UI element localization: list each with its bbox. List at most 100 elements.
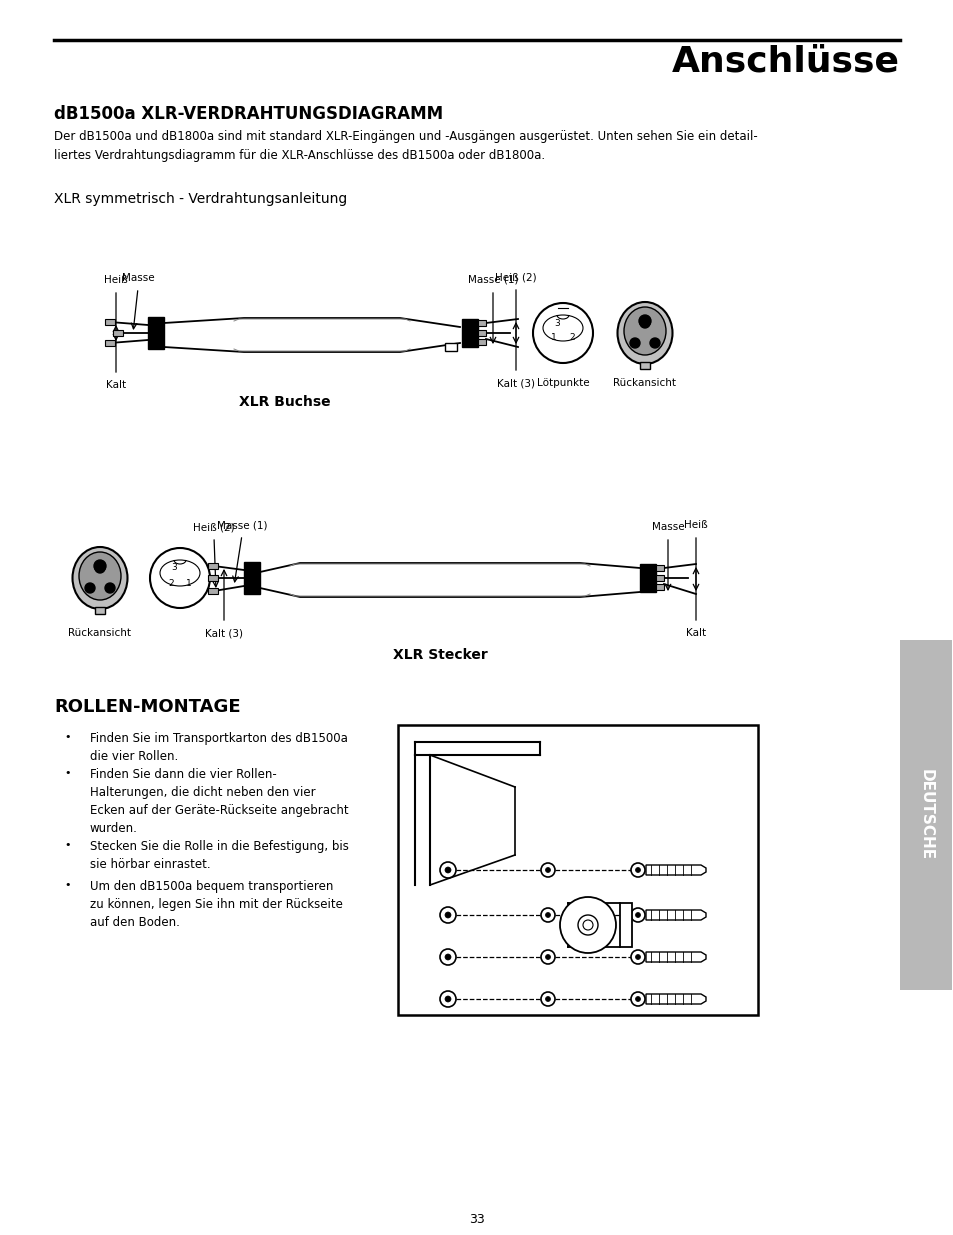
Text: Stecken Sie die Rolle in die Befestigung, bis
sie hörbar einrastet.: Stecken Sie die Rolle in die Befestigung…: [90, 840, 349, 871]
Polygon shape: [645, 994, 705, 1004]
Bar: [208, 576, 218, 580]
Text: •: •: [65, 732, 71, 742]
Text: •: •: [65, 768, 71, 778]
Text: 2: 2: [569, 333, 575, 342]
Text: Masse (1): Masse (1): [467, 275, 517, 285]
Bar: [444, 343, 456, 351]
Text: 3: 3: [554, 319, 559, 327]
Bar: [656, 576, 663, 580]
Ellipse shape: [72, 547, 128, 609]
Bar: [208, 588, 218, 594]
Circle shape: [639, 317, 649, 329]
Text: Der dB1500a und dB1800a sind mit standard XLR-Eingängen und -Ausgängen ausgerüst: Der dB1500a und dB1800a sind mit standar…: [54, 130, 757, 162]
Circle shape: [635, 997, 639, 1002]
Bar: [477, 338, 485, 345]
Polygon shape: [645, 864, 705, 876]
Bar: [656, 584, 663, 590]
Text: Kalt: Kalt: [685, 629, 705, 638]
Circle shape: [444, 953, 451, 960]
Text: Kalt: Kalt: [106, 380, 126, 390]
Text: 3: 3: [171, 563, 176, 573]
Circle shape: [639, 315, 650, 327]
Circle shape: [649, 338, 659, 348]
Bar: [461, 319, 477, 347]
Text: DEUTSCHE: DEUTSCHE: [918, 769, 933, 861]
Circle shape: [439, 990, 456, 1007]
Circle shape: [444, 911, 451, 918]
Circle shape: [630, 992, 644, 1007]
Circle shape: [545, 867, 550, 872]
Text: •: •: [65, 881, 71, 890]
Bar: [148, 317, 164, 350]
Text: 33: 33: [469, 1213, 484, 1226]
Text: Kalt (3): Kalt (3): [205, 629, 243, 638]
Text: Rückansicht: Rückansicht: [613, 378, 676, 388]
Bar: [619, 903, 631, 947]
Ellipse shape: [160, 559, 200, 585]
Text: Finden Sie dann die vier Rollen-
Halterungen, die dicht neben den vier
Ecken auf: Finden Sie dann die vier Rollen- Halteru…: [90, 768, 348, 835]
Text: XLR symmetrisch - Verdrahtungsanleitung: XLR symmetrisch - Verdrahtungsanleitung: [54, 191, 347, 206]
Circle shape: [439, 906, 456, 923]
Text: Heiß (2): Heiß (2): [495, 272, 537, 282]
Ellipse shape: [623, 308, 665, 354]
Circle shape: [630, 950, 644, 965]
Circle shape: [559, 897, 616, 953]
Circle shape: [540, 992, 555, 1007]
Circle shape: [545, 955, 550, 960]
Text: Kalt (3): Kalt (3): [497, 378, 535, 388]
Polygon shape: [260, 563, 639, 597]
Circle shape: [444, 867, 451, 873]
Circle shape: [545, 997, 550, 1002]
Bar: [656, 564, 663, 571]
Circle shape: [85, 583, 95, 593]
Bar: [477, 330, 485, 336]
Bar: [95, 606, 105, 614]
Text: Masse: Masse: [122, 273, 154, 283]
Polygon shape: [164, 317, 459, 352]
Circle shape: [94, 559, 106, 572]
Circle shape: [545, 913, 550, 918]
Text: 1: 1: [186, 578, 192, 588]
Circle shape: [540, 908, 555, 923]
Text: 1: 1: [551, 333, 557, 342]
Ellipse shape: [79, 552, 121, 600]
Bar: [899, 640, 951, 990]
Bar: [208, 563, 218, 569]
Circle shape: [630, 863, 644, 877]
Text: Masse (1): Masse (1): [216, 520, 267, 530]
Text: Lötpunkte: Lötpunkte: [537, 378, 589, 388]
Text: •: •: [65, 840, 71, 850]
Text: Heiß: Heiß: [104, 275, 128, 285]
Text: 2: 2: [168, 578, 173, 588]
Circle shape: [439, 948, 456, 965]
Circle shape: [444, 995, 451, 1002]
Text: Heiß (2): Heiß (2): [193, 522, 234, 532]
Text: Finden Sie im Transportkarton des dB1500a
die vier Rollen.: Finden Sie im Transportkarton des dB1500…: [90, 732, 348, 763]
Circle shape: [105, 583, 115, 593]
Bar: [105, 319, 115, 325]
Text: XLR Buchse: XLR Buchse: [239, 395, 331, 409]
Text: dB1500a XLR-VERDRAHTUNGSDIAGRAMM: dB1500a XLR-VERDRAHTUNGSDIAGRAMM: [54, 105, 442, 124]
Circle shape: [95, 563, 105, 573]
Circle shape: [635, 955, 639, 960]
Text: Masse: Masse: [651, 522, 683, 532]
Bar: [639, 564, 656, 592]
Text: Anschlüsse: Anschlüsse: [671, 44, 899, 79]
Bar: [244, 562, 260, 594]
Circle shape: [540, 950, 555, 965]
Bar: [639, 362, 649, 369]
Polygon shape: [645, 952, 705, 962]
Circle shape: [150, 548, 210, 608]
Bar: [397, 725, 758, 1015]
Circle shape: [630, 908, 644, 923]
Circle shape: [635, 913, 639, 918]
Circle shape: [629, 338, 639, 348]
Text: XLR Stecker: XLR Stecker: [393, 648, 487, 662]
Bar: [105, 340, 115, 346]
Circle shape: [635, 867, 639, 872]
Text: ROLLEN-MONTAGE: ROLLEN-MONTAGE: [54, 698, 240, 716]
Circle shape: [578, 915, 598, 935]
Text: Heiß: Heiß: [683, 520, 707, 530]
Polygon shape: [645, 910, 705, 920]
Ellipse shape: [617, 303, 672, 364]
